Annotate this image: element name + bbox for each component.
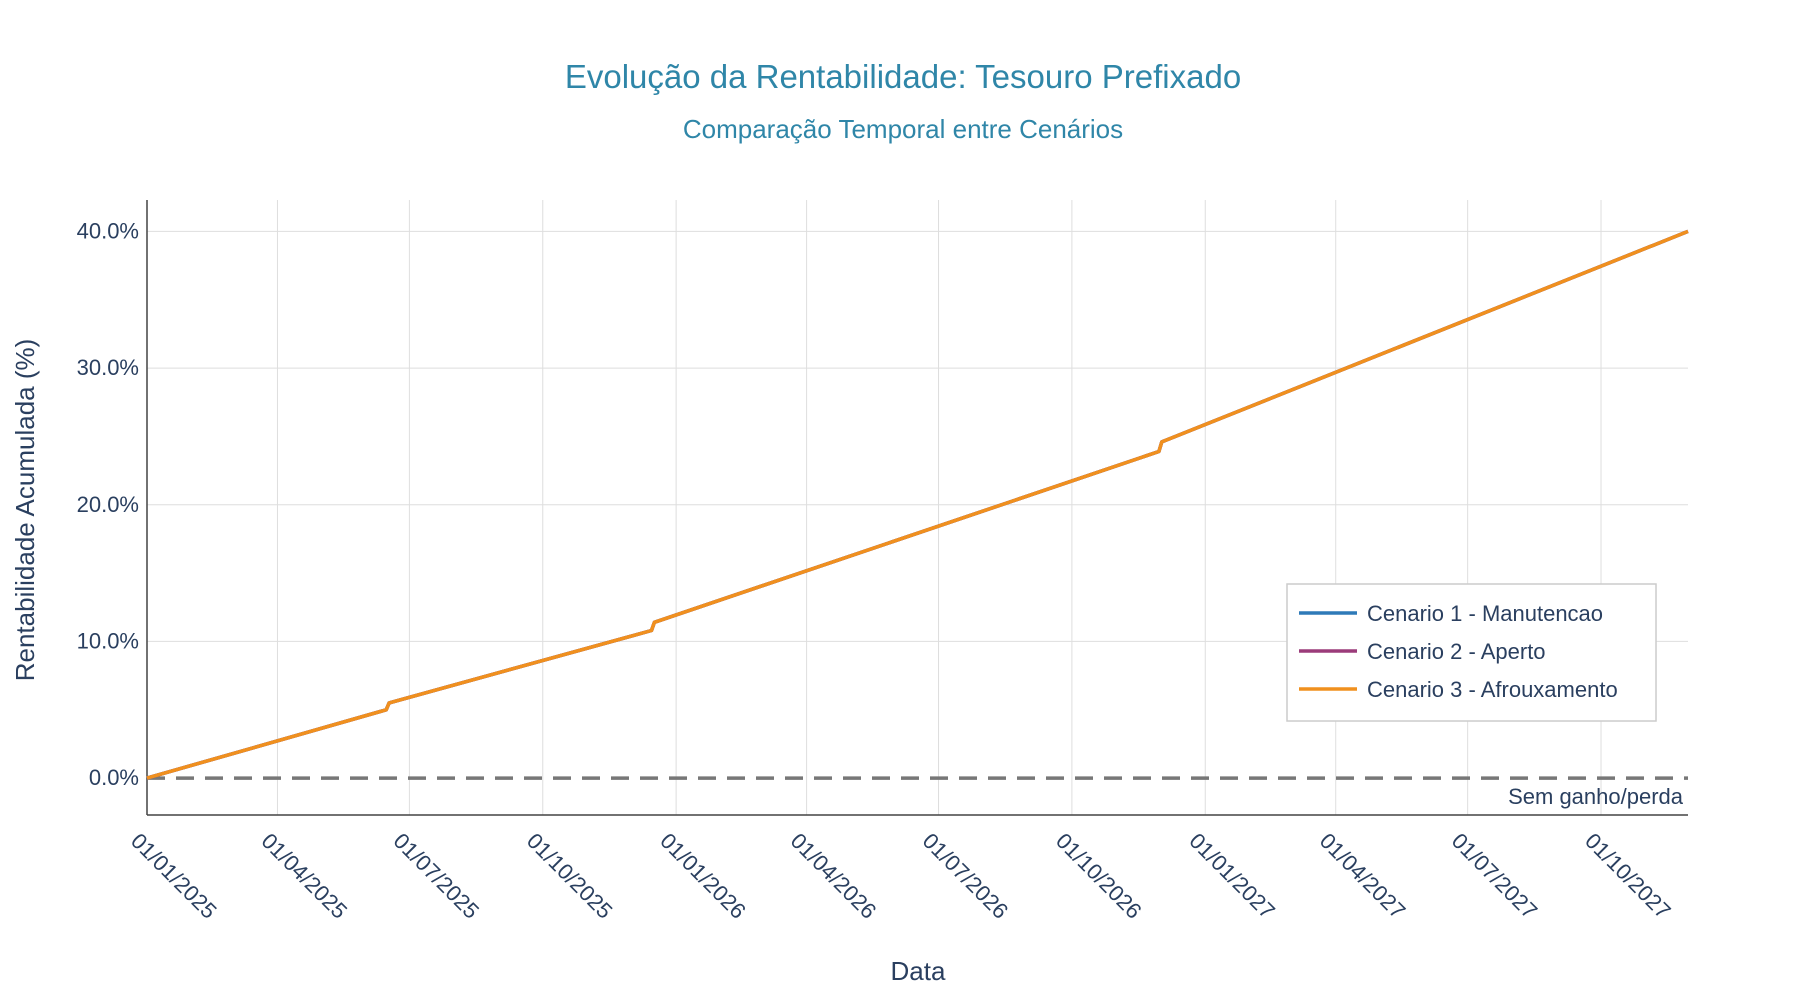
reference-line-label: Sem ganho/perda: [1508, 784, 1684, 809]
x-tick-label: 01/07/2026: [918, 828, 1014, 924]
chart-title: Evolução da Rentabilidade: Tesouro Prefi…: [565, 58, 1241, 95]
x-axis-title: Data: [891, 956, 946, 986]
series-group: [146, 229, 1689, 780]
axes: [146, 200, 1688, 816]
legend-label: Cenario 1 - Manutencao: [1367, 601, 1603, 626]
x-tick-label: 01/01/2027: [1184, 828, 1280, 924]
x-tick-label: 01/10/2025: [522, 828, 618, 924]
series-line: [146, 229, 1689, 780]
x-tick-labels: 01/01/2025 01/04/2025 01/07/2025 01/10/2025…: [126, 828, 1676, 924]
y-tick-labels: 0.0% 10.0% 20.0% 30.0% 40.0%: [77, 218, 139, 790]
x-tick-label: 01/10/2027: [1580, 828, 1676, 924]
x-tick-label: 01/07/2025: [389, 828, 485, 924]
reference-line-group: Sem ganho/perda: [147, 776, 1688, 809]
x-tick-label: 01/10/2026: [1051, 828, 1147, 924]
x-tick-label: 01/04/2025: [257, 828, 353, 924]
legend-label: Cenario 3 - Afrouxamento: [1367, 677, 1618, 702]
x-tick-label: 01/04/2026: [786, 828, 882, 924]
legend: Cenario 1 - Manutencao Cenario 2 - Aperto…: [1286, 583, 1657, 722]
legend-label: Cenario 2 - Aperto: [1367, 639, 1546, 664]
y-axis-title: Rentabilidade Acumulada (%): [10, 339, 40, 682]
x-tick-label: 01/01/2026: [655, 828, 751, 924]
x-tick-label: 01/04/2027: [1315, 828, 1411, 924]
x-tick-label: 01/07/2027: [1447, 828, 1543, 924]
y-tick-label: 20.0%: [77, 492, 139, 517]
y-tick-label: 10.0%: [77, 628, 139, 653]
chart-subtitle: Comparação Temporal entre Cenários: [683, 114, 1123, 144]
x-tick-label: 01/01/2025: [126, 828, 222, 924]
grid: [147, 200, 1688, 815]
y-tick-label: 0.0%: [89, 765, 139, 790]
y-tick-label: 40.0%: [77, 218, 139, 243]
y-tick-label: 30.0%: [77, 355, 139, 380]
